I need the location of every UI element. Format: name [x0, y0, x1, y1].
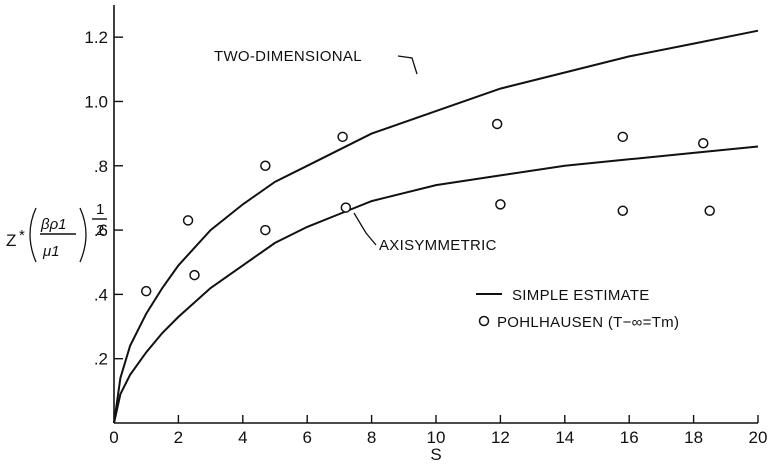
y-label-denominator: μ1 — [42, 243, 60, 260]
y-tick-label: .8 — [94, 157, 108, 176]
y-tick-label: 1.0 — [84, 92, 108, 111]
x-tick-label: 12 — [491, 428, 510, 447]
data-point-2 — [260, 160, 271, 172]
data-point-3 — [189, 269, 200, 281]
x-tick-label: 8 — [367, 428, 376, 447]
x-tick-label: 6 — [302, 428, 311, 447]
data-point-2 — [698, 138, 709, 149]
x-tick-label: 16 — [620, 428, 639, 447]
series-line-0 — [113, 29, 759, 424]
y-label-right-paren — [79, 207, 87, 263]
data-point-3 — [495, 199, 506, 210]
y-tick-label: .6 — [94, 221, 108, 240]
plot-area: 0 2 4 6 8 10 12 14 16 18 20 .2.4.6.81.01.2 — [84, 5, 767, 447]
y-label-exp-num: 1 — [96, 201, 104, 218]
data-point-3 — [340, 202, 352, 213]
y-tick-label: .4 — [94, 285, 108, 304]
x-tick-label: 20 — [749, 428, 768, 447]
x-axis-ticks: 0 2 4 6 8 10 12 14 16 18 20 — [109, 415, 767, 447]
data-point-2 — [491, 118, 503, 130]
annotation-axisymmetric-text: AXISYMMETRIC — [379, 237, 497, 254]
x-axis-label: S — [430, 445, 441, 464]
x-tick-label: 10 — [427, 428, 446, 447]
annotation-two-dimensional-text: TWO-DIMENSIONAL — [214, 48, 362, 65]
x-tick-label: 18 — [684, 428, 703, 447]
y-label-left-paren — [29, 207, 37, 263]
y-label-z: Z — [6, 231, 16, 250]
y-axis-ticks: .2 .4 .6 .8 1.0 1.2 — [84, 28, 123, 369]
data-point-2 — [182, 215, 194, 226]
data-point-2 — [617, 131, 629, 143]
legend: SIMPLE ESTIMATE POHLHAUSEN (T−∞=Tm) — [476, 287, 679, 331]
y-label-star: * — [19, 227, 25, 244]
annotation-axisymmetric: AXISYMMETRIC — [353, 212, 497, 254]
legend-line-label: SIMPLE ESTIMATE — [512, 287, 650, 304]
y-tick-label: .2 — [94, 350, 108, 369]
data-point-3 — [617, 205, 629, 217]
y-label-numerator: βρ1 — [40, 216, 67, 233]
y-tick-label: 1.2 — [84, 28, 108, 47]
legend-point-swatch — [478, 315, 490, 327]
y-label-exp-den: 2 — [96, 222, 104, 239]
series-layer — [113, 29, 759, 424]
x-tick-label: 14 — [555, 428, 574, 447]
x-tick-label: 0 — [109, 428, 118, 447]
data-point-2 — [140, 285, 152, 297]
annotation-two-dimensional-leader — [397, 55, 418, 75]
annotation-axisymmetric-leader — [353, 212, 377, 246]
x-tick-label: 4 — [238, 428, 247, 447]
data-point-2 — [337, 131, 348, 143]
y-axis-label: Z * βρ1 μ1 1 2 — [6, 201, 107, 263]
legend-point-label: POHLHAUSEN (T−∞=Tm) — [497, 314, 679, 331]
series-line-1 — [113, 145, 759, 424]
data-point-3 — [260, 224, 271, 236]
data-point-3 — [704, 205, 715, 217]
x-tick-label: 2 — [174, 428, 183, 447]
annotation-two-dimensional: TWO-DIMENSIONAL — [214, 48, 418, 75]
